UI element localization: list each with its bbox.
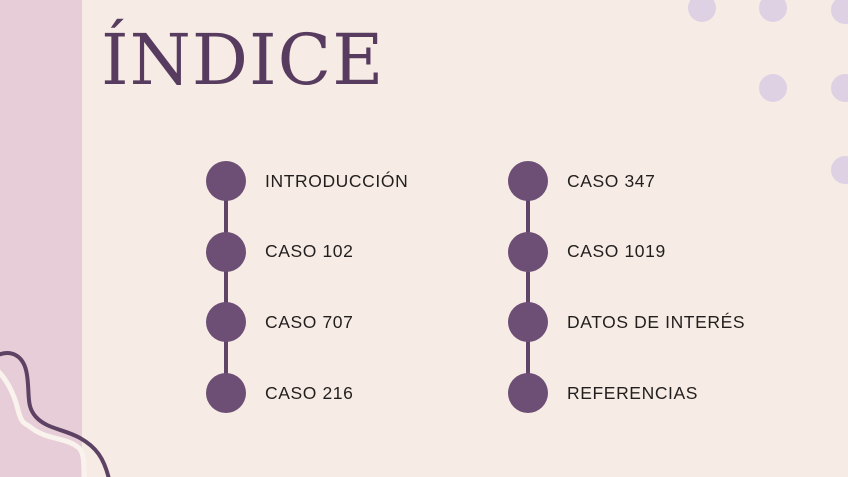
- toc-column-right: CASO 347 CASO 1019 DATOS DE INTERÉS REFEREN…: [508, 161, 746, 414]
- squiggle-lines: [0, 351, 111, 477]
- squiggle-purple-line: [0, 351, 111, 477]
- squiggle-white-line: [0, 369, 87, 477]
- toc-item-label: CASO 1019: [567, 241, 666, 262]
- toc-item-label: CASO 707: [265, 311, 354, 332]
- toc-item[interactable]: DATOS DE INTERÉS: [508, 302, 746, 343]
- bullet-circle-icon: [206, 161, 246, 201]
- toc-item-label: CASO 102: [265, 241, 354, 262]
- bullet-circle-icon: [206, 302, 246, 343]
- bullet-circle-icon: [508, 302, 548, 343]
- toc-item[interactable]: REFERENCIAS: [508, 373, 745, 414]
- toc-item-label: CASO 347: [567, 170, 656, 191]
- toc-item[interactable]: CASO 1019: [508, 231, 745, 272]
- toc-item[interactable]: INTRODUCCIÓN: [206, 161, 408, 201]
- bullet-circle-icon: [508, 373, 548, 414]
- bullet-circle-icon: [206, 231, 246, 272]
- bullet-circle-icon: [206, 373, 246, 414]
- dot-icon: [831, 156, 848, 184]
- toc-item-label: REFERENCIAS: [567, 382, 699, 403]
- dot-icon: [759, 0, 787, 22]
- toc-item-label: DATOS DE INTERÉS: [567, 311, 746, 332]
- toc-item[interactable]: CASO 102: [206, 231, 408, 272]
- connector-line: [224, 181, 228, 393]
- toc-item-label: CASO 216: [265, 382, 354, 403]
- dot-icon: [831, 0, 848, 24]
- dot-icon: [688, 0, 716, 22]
- page-title: ÍNDICE: [101, 19, 385, 101]
- toc-item[interactable]: CASO 216: [206, 373, 408, 414]
- dot-icon: [759, 74, 787, 102]
- bullet-circle-icon: [508, 161, 548, 201]
- toc-item-label: INTRODUCCIÓN: [265, 170, 409, 191]
- dot-icon: [831, 74, 848, 102]
- bullet-circle-icon: [508, 231, 548, 272]
- toc-column-left: INTRODUCCIÓN CASO 102 CASO 707 CASO 216: [206, 161, 408, 414]
- toc-item[interactable]: CASO 347: [508, 161, 745, 201]
- connector-line: [526, 181, 530, 393]
- toc-item[interactable]: CASO 707: [206, 302, 408, 343]
